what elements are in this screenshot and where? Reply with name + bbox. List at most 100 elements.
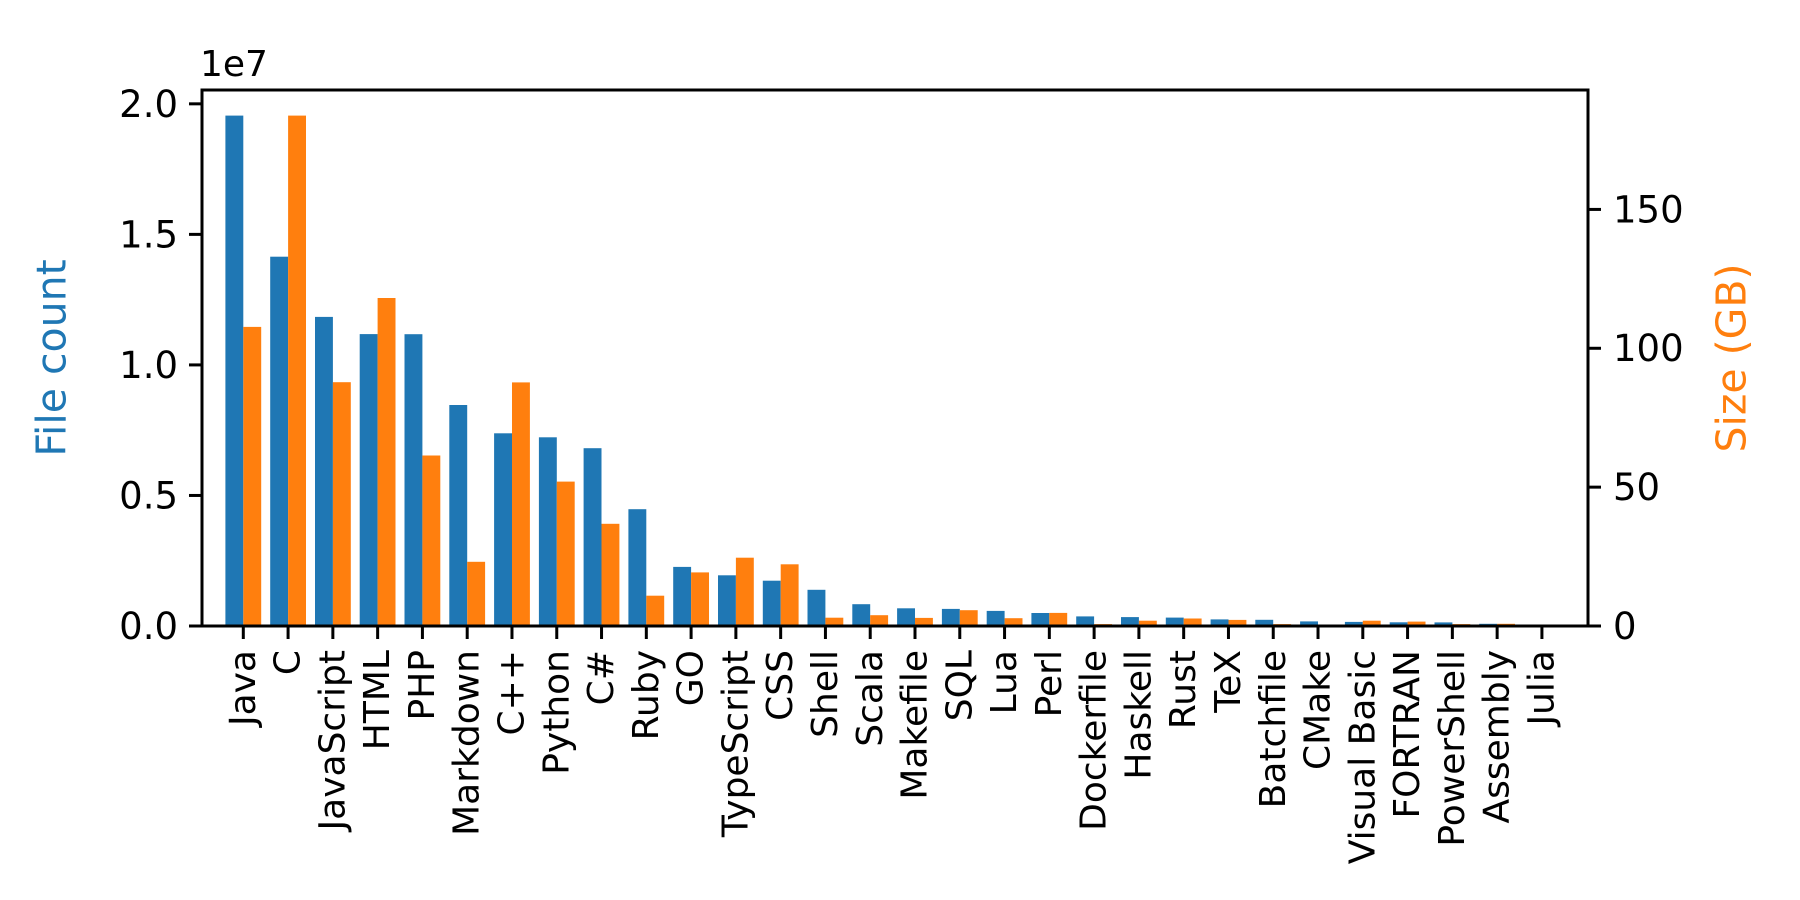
y-left-tick-label: 1.0 — [119, 344, 178, 387]
bar-size-gb--go — [691, 572, 709, 626]
x-tick-label: Lua — [984, 650, 1025, 714]
y-left-tick-label: 2.0 — [119, 83, 178, 126]
x-tick-label: Makefile — [895, 650, 936, 800]
y-right-tick-label: 100 — [1613, 327, 1684, 370]
x-tick-label: PowerShell — [1432, 650, 1473, 847]
plot-frame — [200, 88, 1590, 628]
x-tick-label: Perl — [1029, 650, 1070, 717]
x-tick-label: SQL — [939, 650, 980, 721]
bar-size-gb--python — [556, 481, 575, 626]
bar-file-count-tex — [1210, 619, 1229, 626]
bar-file-count-ruby — [628, 509, 647, 626]
y-left-tick-label: 1.5 — [119, 213, 178, 256]
bar-file-count-dockerfile — [1076, 616, 1095, 626]
bar-size-gb--shell — [825, 617, 844, 626]
x-tick-label: JavaScript — [312, 650, 353, 832]
bar-size-gb--c++ — [512, 382, 530, 626]
bar-file-count-scala — [852, 604, 871, 626]
bar-size-gb--perl — [1049, 612, 1068, 626]
x-tick-label: Rust — [1163, 650, 1204, 729]
bar-size-gb--rust — [1183, 618, 1202, 626]
bar-size-gb--scala — [870, 615, 889, 626]
bar-file-count-c# — [583, 448, 602, 626]
bar-file-count-lua — [986, 610, 1005, 626]
bar-file-count-markdown — [449, 405, 468, 626]
bar-file-count-cmake — [1300, 621, 1318, 626]
ticks-layer — [189, 102, 1601, 639]
x-tick-label: GO — [671, 650, 712, 706]
bar-file-count-haskell — [1121, 617, 1139, 626]
x-tick-label: CMake — [1298, 650, 1339, 770]
bar-file-count-css — [762, 580, 781, 626]
bar-size-gb--ruby — [646, 595, 665, 626]
y-left-tick-label: 0.0 — [119, 605, 178, 648]
bar-size-gb--visual-basic — [1362, 620, 1381, 626]
x-tick-label: Visual Basic — [1342, 650, 1383, 864]
bars-layer — [225, 115, 1560, 626]
x-tick-label: Ruby — [626, 650, 667, 740]
tick-labels-layer: Java C JavaScript HTML PHP Markdown C++ Python C… — [119, 83, 1683, 864]
x-tick-label: Batchfile — [1253, 650, 1294, 808]
x-tick-label: FORTRAN — [1387, 650, 1428, 819]
x-tick-label: C++ — [492, 650, 533, 735]
bar-file-count-fortran — [1389, 622, 1408, 626]
bar-size-gb--haskell — [1138, 620, 1157, 626]
x-tick-label: TypeScript — [715, 650, 756, 838]
bar-file-count-makefile — [897, 608, 915, 626]
y-right-tick-label: 0 — [1613, 605, 1637, 648]
bar-size-gb--c# — [601, 523, 620, 626]
bar-size-gb--php — [422, 455, 441, 626]
bar-file-count-perl — [1031, 613, 1050, 626]
bar-size-gb--fortran — [1407, 621, 1426, 626]
y-right-tick-label: 50 — [1613, 466, 1660, 509]
bar-file-count-html — [359, 334, 378, 626]
bar-size-gb--typescript — [735, 557, 754, 626]
bar-size-gb--html — [377, 298, 396, 626]
x-tick-label: C# — [581, 650, 622, 705]
bar-file-count-go — [673, 566, 692, 626]
bar-size-gb--makefile — [915, 617, 933, 626]
bar-file-count-php — [404, 334, 423, 626]
bar-file-count-powershell — [1434, 622, 1453, 626]
x-tick-label: CSS — [760, 650, 801, 721]
bar-file-count-rust — [1165, 617, 1184, 626]
y-right-tick-label: 150 — [1613, 188, 1684, 231]
bar-file-count-batchfile — [1255, 619, 1274, 626]
x-tick-label: TeX — [1208, 650, 1249, 714]
bar-size-gb--lua — [1004, 618, 1023, 626]
bar-size-gb--tex — [1228, 619, 1247, 626]
x-tick-label: Markdown — [447, 650, 488, 836]
right-axis-title: Size (GB) — [1708, 263, 1756, 452]
bar-size-gb--markdown — [467, 561, 486, 626]
x-tick-label: Haskell — [1118, 650, 1159, 780]
bar-file-count-javascript — [315, 316, 333, 626]
x-tick-label: HTML — [357, 650, 398, 750]
x-tick-label: C — [268, 650, 309, 675]
bar-file-count-shell — [807, 589, 826, 626]
bar-size-gb--c — [288, 115, 306, 626]
bar-file-count-typescript — [718, 575, 736, 626]
bar-size-gb--sql — [959, 610, 978, 626]
bar-file-count-java — [225, 115, 244, 626]
bar-file-count-python — [538, 437, 557, 626]
x-tick-label: Assembly — [1477, 650, 1518, 824]
x-tick-label: Python — [536, 650, 577, 775]
bar-size-gb--java — [243, 326, 262, 626]
x-tick-label: Shell — [805, 650, 846, 738]
bar-file-count-c++ — [494, 433, 512, 626]
bar-file-count-c — [270, 256, 289, 626]
x-tick-label: Dockerfile — [1074, 650, 1115, 831]
bar-file-count-sql — [941, 608, 960, 626]
x-tick-label: Julia — [1521, 650, 1562, 728]
bar-size-gb--javascript — [332, 382, 351, 626]
y-axis-offset-text: 1e7 — [200, 44, 268, 85]
x-tick-label: Java — [223, 650, 264, 728]
x-tick-label: PHP — [402, 650, 443, 721]
bar-file-count-visual-basic — [1344, 621, 1363, 626]
bar-size-gb--css — [780, 564, 799, 626]
y-left-tick-label: 0.5 — [119, 474, 178, 517]
x-tick-label: Scala — [850, 650, 891, 747]
left-axis-title: File count — [28, 259, 76, 456]
